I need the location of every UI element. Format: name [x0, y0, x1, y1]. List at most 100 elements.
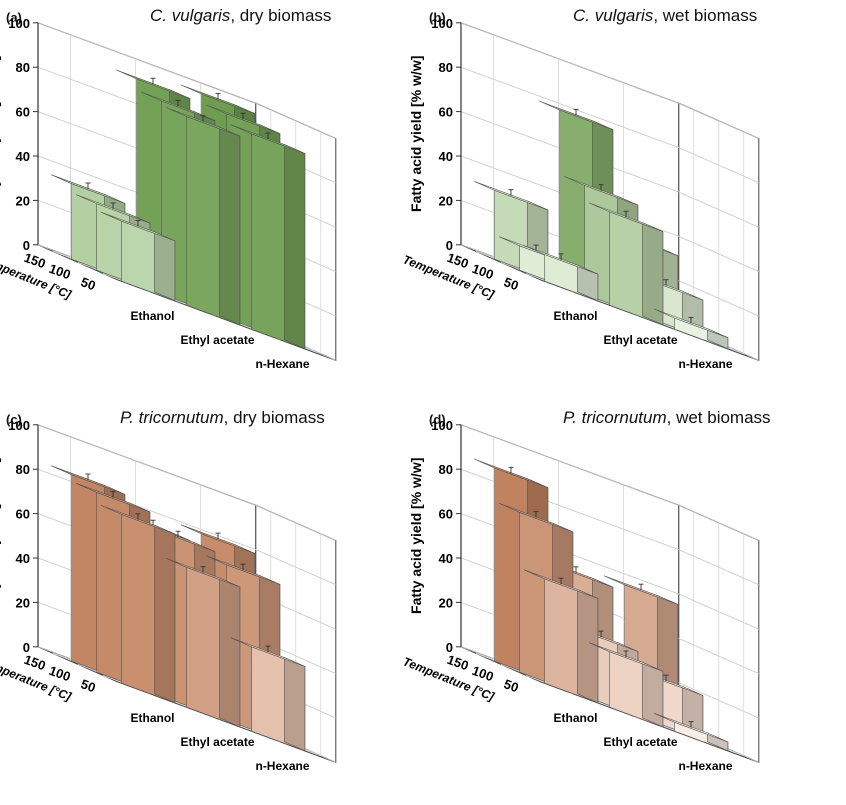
y-tick-label: 60 — [16, 105, 30, 120]
bar — [230, 124, 306, 350]
bar — [100, 505, 176, 704]
y-tick-label: 0 — [446, 238, 453, 253]
y-axis: 0 20 40 60 80 100 Fatty acid yield [% w/w] — [408, 418, 462, 655]
y-tick-label: 0 — [446, 640, 453, 655]
solvent-tick-label: Ethanol — [554, 309, 598, 323]
solvent-tick-label: Ethanol — [131, 309, 175, 323]
bars — [50, 465, 306, 752]
y-tick-label: 20 — [439, 193, 453, 208]
bar-side-face — [642, 661, 664, 728]
y-tick-label: 60 — [16, 507, 30, 522]
solvent-tick-label: Ethyl acetate — [603, 333, 677, 347]
y-tick-label: 0 — [23, 640, 30, 655]
bar-side-face — [284, 144, 306, 350]
solvent-tick-label: n-Hexane — [255, 357, 309, 371]
y-tick-label: 40 — [439, 551, 453, 566]
y-tick-label: 20 — [16, 595, 30, 610]
y-axis-label: Fatty acid yield [% w/w] — [408, 458, 424, 614]
y-tick-label: 100 — [431, 418, 453, 433]
y-tick-label: 100 — [8, 418, 30, 433]
title-species: P. tricornutum — [563, 408, 667, 427]
solvent-tick-label: Ethyl acetate — [180, 333, 254, 347]
solvent-tick-label: Ethanol — [131, 711, 175, 725]
y-gridline — [460, 155, 759, 272]
temperature-tick-label: 100 — [470, 663, 496, 685]
bar — [523, 245, 599, 302]
temperature-tick-label: 150 — [445, 652, 471, 674]
bar — [588, 642, 664, 728]
temperature-tick-label: 50 — [502, 676, 521, 695]
y-gridline — [460, 424, 759, 541]
y-tick-label: 0 — [23, 238, 30, 253]
temperature-tick-label: 50 — [79, 274, 98, 293]
y-axis: 0 20 40 60 80 100 Fatty acid yield [% w/w] — [408, 16, 462, 253]
y-axis-label: Fatty acid yield [% w/w] — [0, 56, 1, 212]
panel-c: (c) P. tricornutum, dry biomass 0 20 40 60 8… — [0, 402, 423, 804]
title-suffix: , dry biomass — [223, 408, 325, 427]
y-axis-label: Fatty acid yield [% w/w] — [408, 56, 424, 212]
y-tick-label: 80 — [439, 462, 453, 477]
bar — [165, 107, 241, 326]
solvent-tick-label: Ethyl acetate — [603, 735, 677, 749]
temperature-tick-label: 100 — [470, 261, 496, 283]
bar — [523, 569, 599, 704]
y-tick-label: 40 — [16, 551, 30, 566]
bar-side-face — [284, 657, 306, 752]
temperature-tick-label: 50 — [79, 676, 98, 695]
solvent-tick-label: n-Hexane — [678, 759, 732, 773]
y-tick-label: 80 — [16, 462, 30, 477]
solvent-tick-label: Ethanol — [554, 711, 598, 725]
panel-d: (d) P. tricornutum, wet biomass 0 20 40 60 8… — [401, 402, 846, 804]
bars — [473, 458, 729, 752]
panel-label: (d) — [429, 412, 446, 427]
title-species: P. tricornutum — [120, 408, 224, 427]
y-gridline — [37, 424, 336, 541]
bars — [50, 69, 306, 350]
bar — [653, 308, 729, 350]
panel-label: (c) — [6, 412, 22, 427]
y-gridline — [460, 22, 759, 139]
panel-title: C. vulgaris, dry biomass — [150, 6, 331, 26]
y-tick-label: 60 — [439, 105, 453, 120]
y-tick-label: 40 — [16, 149, 30, 164]
temperature-tick-label: 150 — [445, 250, 471, 272]
bar-top-face — [165, 107, 241, 137]
y-tick-label: 100 — [8, 16, 30, 31]
y-tick-label: 60 — [439, 507, 453, 522]
panel-label: (a) — [6, 10, 22, 25]
y-gridline — [37, 22, 336, 139]
y-tick-label: 80 — [439, 60, 453, 75]
y-axis: 0 20 40 60 80 100 Fatty acid yield [% w/w] — [0, 418, 39, 655]
bars — [473, 100, 729, 350]
y-gridline — [460, 66, 759, 184]
y-axis-label: Fatty acid yield [% w/w] — [0, 458, 1, 614]
panel-label: (b) — [429, 10, 446, 25]
panel-title: C. vulgaris, wet biomass — [573, 6, 757, 26]
bar-top-face — [180, 524, 256, 554]
bar-top-face — [538, 100, 614, 130]
panel-title: P. tricornutum, dry biomass — [120, 408, 325, 428]
panel-b: (b) C. vulgaris, wet biomass 0 20 40 60 80 10… — [401, 0, 846, 402]
bar — [100, 211, 176, 302]
temperature-tick-label: 150 — [22, 250, 48, 272]
y-gridline — [460, 111, 759, 228]
solvent-tick-label: Ethyl acetate — [180, 735, 254, 749]
bar-side-face — [219, 577, 241, 728]
bar — [588, 202, 664, 326]
panel-a: (a) C. vulgaris, dry biomass 0 20 40 60 80 10… — [0, 0, 423, 402]
bar — [165, 558, 241, 728]
bar-top-face — [588, 642, 664, 672]
y-tick-label: 20 — [439, 595, 453, 610]
temperature-tick-label: 100 — [47, 663, 73, 685]
title-species: C. vulgaris — [150, 6, 231, 25]
bar-side-face — [642, 222, 664, 326]
bar — [653, 713, 729, 752]
temperature-tick-label: 150 — [22, 652, 48, 674]
bar — [230, 637, 306, 752]
